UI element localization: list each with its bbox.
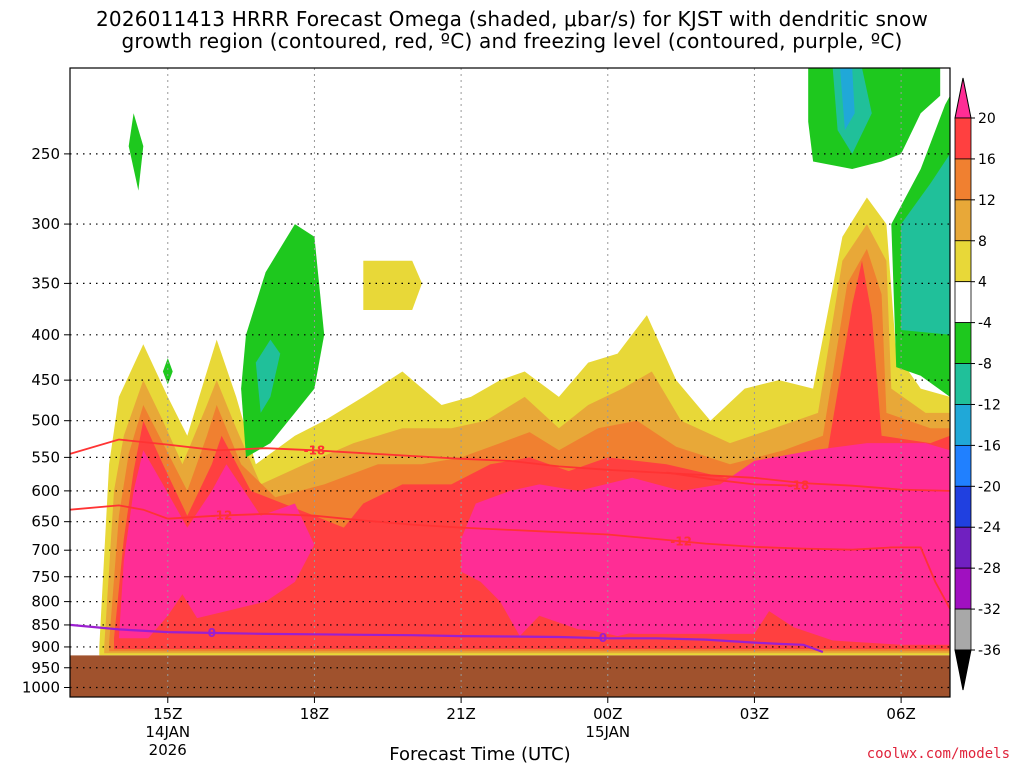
- colorbar-label-3: 8: [978, 234, 987, 250]
- y-tick-label-300: 300: [31, 215, 60, 233]
- y-tick-label-750: 750: [31, 568, 60, 586]
- plot-border: [69, 67, 951, 698]
- y-tick-label-400: 400: [31, 326, 60, 344]
- colorbar-band-2: [954, 199, 972, 242]
- y-tick-label-550: 550: [31, 448, 60, 466]
- colorbar-label-10: -24: [978, 520, 1001, 536]
- contour-lines: -18 -18 -12 -12 0 0: [69, 438, 951, 654]
- y-tick-label-250: 250: [31, 145, 60, 163]
- y-tick-label-350: 350: [31, 274, 60, 292]
- colorbar-band-8: [954, 444, 972, 487]
- colorbar-label-11: -28: [978, 561, 1001, 577]
- colorbar-top-arrow: [954, 77, 972, 119]
- y-tick-label-650: 650: [31, 513, 60, 531]
- contour-line-freezing-4: [69, 623, 824, 654]
- colorbar-band-10: [954, 526, 972, 569]
- colorbar-band-7: [954, 404, 972, 446]
- colorbar-label-0: 20: [978, 111, 996, 127]
- contour-label-0: -18: [304, 443, 326, 457]
- colorbar-label-9: -20: [978, 479, 1001, 495]
- y-tick-label-850: 850: [31, 616, 60, 634]
- contour-label-4: 0: [208, 626, 216, 640]
- x-axis-label: Forecast Time (UTC): [389, 744, 571, 765]
- colorbar-band-12: [954, 608, 972, 651]
- colorbar-band-6: [954, 363, 972, 405]
- contour-line-dsgz-2: [69, 504, 951, 610]
- colorbar-label-13: -36: [978, 643, 1001, 659]
- x-tick-label-06Z: 06Z: [886, 705, 915, 723]
- x-tick-label-15Z: 15Z: [153, 705, 182, 723]
- y-tick-label-800: 800: [31, 593, 60, 611]
- colorbar-band-5: [954, 322, 972, 364]
- ground-rect: [70, 655, 950, 697]
- y-axis: 250 300 350 400 450 500 550 600 650 700 750 800 850 9…: [22, 145, 70, 696]
- credit-link[interactable]: coolwx.com/models: [866, 746, 1010, 762]
- y-tick-label-700: 700: [31, 541, 60, 559]
- colorbar-label-1: 16: [978, 152, 996, 168]
- omega-region-16: [901, 153, 950, 335]
- omega-region-8: [128, 113, 144, 191]
- omega-region-7: [588, 620, 647, 637]
- y-tick-label-500: 500: [31, 412, 60, 430]
- x-tick-label-00Z: 00Z: [593, 705, 622, 723]
- contour-label-1: -18: [788, 479, 810, 493]
- contour-label-2: -12: [211, 509, 233, 523]
- y-tick-label-600: 600: [31, 482, 60, 500]
- chart-title: 2026011413 HRRR Forecast Omega (shaded, …: [0, 8, 1024, 52]
- y-tick-label-450: 450: [31, 371, 60, 389]
- plot-frame: [69, 67, 951, 698]
- colorbar-label-2: 12: [978, 193, 996, 209]
- colorbar-band-1: [954, 158, 972, 201]
- colorbar-label-12: -32: [978, 602, 1001, 618]
- y-tick-label-950: 950: [31, 659, 60, 677]
- omega-region-9: [162, 358, 173, 385]
- contour-line-dsgz-0: [69, 438, 951, 492]
- colorbar-bottom-arrow: [954, 649, 972, 691]
- colorbar-band-4: [954, 281, 972, 324]
- colorbar-band-9: [954, 485, 972, 528]
- contour-line-dsgz-1: [666, 471, 799, 487]
- colorbar-label-6: -8: [978, 357, 992, 373]
- ground-layer: [70, 655, 950, 697]
- omega-region-11: [255, 339, 281, 413]
- title-line-2: growth region (contoured, red, ºC) and f…: [121, 29, 903, 53]
- colorbar-label-8: -16: [978, 438, 1001, 454]
- contour-label-3: -12: [670, 534, 692, 548]
- contour-label-5: 0: [599, 631, 607, 645]
- x-tick-year-15Z: 2026: [149, 741, 187, 759]
- colorbar-band-0: [954, 117, 972, 160]
- title-line-1: 2026011413 HRRR Forecast Omega (shaded, …: [95, 7, 929, 31]
- colorbar: 20 16 12 8 4 -4 -8 -12 -16 -20 -24 -28 -32 -36: [954, 77, 1001, 691]
- colorbar-label-4: 4: [978, 275, 987, 291]
- x-tick-label-21Z: 21Z: [446, 705, 475, 723]
- colorbar-label-5: -4: [978, 316, 992, 332]
- x-tick-label-03Z: 03Z: [740, 705, 769, 723]
- x-tick-label-18Z: 18Z: [300, 705, 329, 723]
- x-tick-sublabel-15Z: 14JAN: [145, 723, 190, 741]
- colorbar-label-7: -12: [978, 397, 1001, 413]
- omega-region-14: [840, 68, 855, 131]
- omega-region-1: [363, 260, 422, 310]
- colorbar-band-11: [954, 567, 972, 610]
- colorbar-band-3: [954, 240, 972, 283]
- y-tick-label-1000: 1000: [22, 678, 60, 696]
- y-tick-label-900: 900: [31, 638, 60, 656]
- x-tick-sublabel-00Z: 15JAN: [585, 723, 630, 741]
